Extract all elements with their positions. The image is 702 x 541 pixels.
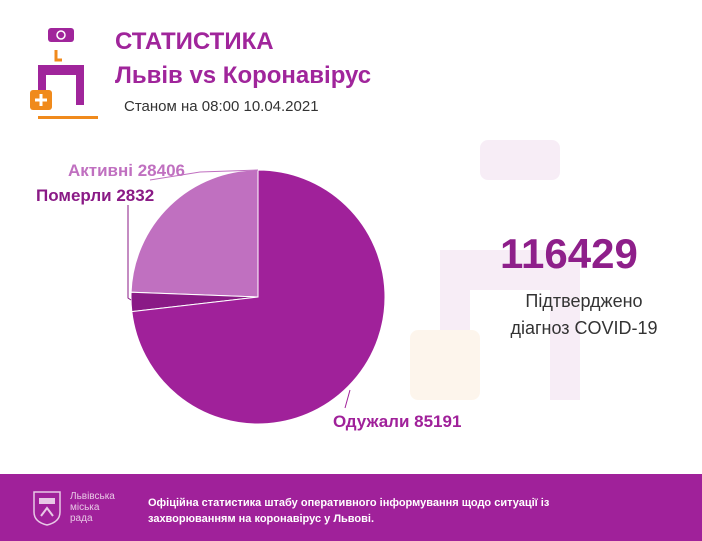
doctor-logo-icon [30,28,98,119]
total-label: Підтверджено діагноз COVID-19 [500,288,668,342]
leader-line [149,169,259,181]
footer [0,474,702,541]
date-stamp: Станом на 08:00 10.04.2021 [124,98,319,115]
total-confirmed: 116429 [500,230,638,277]
slice-recovered [131,169,386,425]
city-council-name: Львівська міська рада [70,491,115,524]
slice-active [130,169,259,298]
label-dead: Померли 2832 [36,186,155,205]
label-active: Активні 28406 [68,161,185,180]
page-subtitle: Львів vs Коронавірус [115,62,372,89]
label-recovered: Одужали 85191 [333,412,462,431]
council-line1: Львівська [70,491,115,502]
footer-text: Офіційна статистика штабу оперативного і… [148,497,550,525]
total-label-line2: діагноз COVID-19 [510,318,658,338]
council-line3: рада [70,513,93,524]
doctor-watermark-icon [410,140,580,400]
city-coat-of-arms-icon [33,491,61,526]
leader-line [344,389,351,409]
total-label-line1: Підтверджено [525,291,643,311]
page-title: СТАТИСТИКА [115,28,274,55]
council-line2: міська [70,502,100,513]
leader-line [127,205,132,301]
pie-chart [127,169,386,425]
